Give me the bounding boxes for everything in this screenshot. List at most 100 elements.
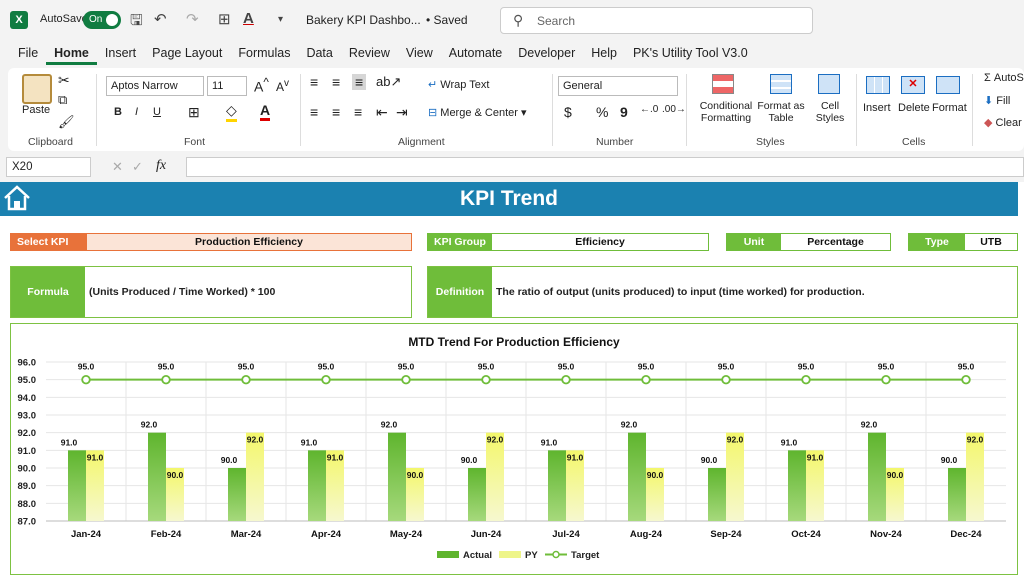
insert-cells-icon[interactable]	[866, 76, 890, 94]
border-icon[interactable]: ⊞	[188, 104, 200, 120]
y-tick-label: 93.0	[18, 411, 37, 422]
menu-file[interactable]: File	[18, 46, 39, 60]
undo-icon[interactable]: ↶	[154, 11, 167, 28]
insert-button[interactable]: Insert	[863, 102, 891, 114]
format-as-table-icon[interactable]	[770, 74, 792, 94]
search-input[interactable]: ⚲ Search	[500, 7, 813, 34]
menu-insert[interactable]: Insert	[104, 46, 137, 60]
menu-view[interactable]: View	[405, 46, 433, 60]
insert-function-icon[interactable]: fx	[156, 158, 167, 173]
decrease-decimal-icon[interactable]: .00→	[662, 104, 686, 115]
target-point	[481, 374, 491, 385]
y-tick-label: 89.0	[18, 481, 37, 492]
save-icon[interactable]: 🖫	[130, 12, 143, 29]
font-name-select[interactable]: Aptos Narrow	[106, 76, 204, 96]
merge-center-button[interactable]: ⊟ Merge & Center ▾	[428, 107, 527, 119]
menu-page-layout[interactable]: Page Layout	[152, 46, 223, 60]
bold-icon[interactable]: B	[114, 106, 122, 118]
target-point	[241, 374, 251, 385]
data-label-actual: 91.0	[781, 437, 798, 447]
underline-icon[interactable]: U	[153, 106, 161, 118]
paste-button[interactable]: Paste	[22, 104, 51, 116]
menu-pk-s-utility-tool-v3-0[interactable]: PK's Utility Tool V3.0	[632, 46, 748, 60]
increase-font-icon[interactable]: A^	[254, 76, 269, 95]
menu-data[interactable]: Data	[306, 46, 333, 60]
enter-icon[interactable]: ✓	[132, 159, 143, 174]
formula-input[interactable]	[186, 157, 1024, 177]
format-as-table-button[interactable]: Format as Table	[757, 100, 805, 124]
menu-review[interactable]: Review	[348, 46, 390, 60]
borders-icon[interactable]: ⊞	[218, 11, 231, 28]
customize-qat-icon[interactable]: ▾	[278, 14, 284, 25]
format-button[interactable]: Format	[932, 102, 967, 114]
formula-value: (Units Produced / Time Worked) * 100	[89, 286, 276, 298]
number-format-select[interactable]: General	[558, 76, 678, 96]
currency-icon[interactable]: $	[564, 104, 572, 120]
orientation-icon[interactable]: ab↗	[376, 74, 402, 89]
conditional-formatting-icon[interactable]	[712, 74, 734, 94]
align-left-icon[interactable]: ≡	[310, 104, 319, 120]
delete-cells-icon[interactable]: ✕	[901, 76, 925, 94]
home-icon[interactable]	[3, 185, 31, 211]
cell-styles-button[interactable]: Cell Styles	[815, 100, 845, 124]
menu-bar: File Home Insert Page Layout Formulas Data Rev…	[0, 43, 1024, 65]
decrease-font-icon[interactable]: Av	[276, 78, 290, 94]
align-bottom-icon[interactable]: ≡	[352, 74, 367, 90]
italic-icon[interactable]: I	[135, 106, 139, 118]
copy-icon[interactable]: ⧉	[58, 92, 68, 107]
autosave-toggle[interactable]: On	[83, 11, 121, 29]
select-kpi-dropdown[interactable]: Production Efficiency	[87, 234, 411, 250]
menu-automate[interactable]: Automate	[448, 46, 503, 60]
bar-actual	[628, 432, 646, 521]
data-label-actual: 92.0	[141, 420, 158, 430]
file-name[interactable]: Bakery KPI Dashbo...	[306, 13, 421, 27]
increase-decimal-icon[interactable]: ←.0	[640, 104, 659, 115]
wrap-text-button[interactable]: ↵ Wrap Text	[428, 78, 489, 91]
data-label-py: 92.0	[247, 435, 264, 445]
autosum-button[interactable]: Σ AutoS	[984, 72, 1024, 84]
align-center-icon[interactable]: ≡	[332, 104, 341, 120]
percent-icon[interactable]: %	[596, 104, 609, 120]
comma-icon[interactable]: 9	[620, 104, 628, 120]
decrease-indent-icon[interactable]: ⇤	[376, 104, 388, 120]
data-label-target: 95.0	[878, 362, 895, 372]
save-status[interactable]: • Saved	[426, 13, 468, 27]
bar-py	[246, 432, 264, 521]
align-middle-icon[interactable]: ≡	[332, 74, 341, 90]
name-box[interactable]: X20	[6, 157, 91, 177]
unit-row: Unit Percentage	[726, 233, 891, 251]
increase-indent-icon[interactable]: ⇥	[396, 104, 408, 120]
redo-icon[interactable]: ↷	[186, 11, 199, 28]
legend-marker-target	[552, 550, 560, 559]
menu-developer[interactable]: Developer	[518, 46, 576, 60]
menu-formulas[interactable]: Formulas	[238, 46, 291, 60]
format-painter-icon[interactable]: 🖌	[58, 114, 75, 129]
font-size-select[interactable]: 11	[207, 76, 247, 96]
x-tick-label: Jan-24	[71, 529, 102, 540]
menu-home[interactable]: Home	[46, 43, 97, 65]
align-right-icon[interactable]: ≡	[354, 104, 363, 120]
menu-help[interactable]: Help	[591, 46, 617, 60]
fill-color-icon[interactable]: ◇	[226, 102, 237, 122]
font-color-icon[interactable]: A	[243, 10, 254, 27]
font-color-button-icon[interactable]: A	[260, 102, 271, 121]
x-tick-label: Dec-24	[950, 529, 982, 540]
ribbon: Paste ✂ ⧉ 🖌 Clipboard Aptos Narrow 11 A^…	[8, 68, 1024, 151]
conditional-formatting-button[interactable]: Conditional Formatting	[699, 100, 753, 124]
y-tick-label: 94.0	[18, 393, 37, 404]
dashboard-banner: KPI Trend	[0, 182, 1018, 216]
cell-styles-icon[interactable]	[818, 74, 840, 94]
paste-icon[interactable]	[22, 74, 52, 104]
align-top-icon[interactable]: ≡	[310, 74, 319, 90]
format-cells-icon[interactable]	[936, 76, 960, 94]
bar-actual	[868, 432, 886, 521]
x-tick-label: Mar-24	[231, 529, 262, 540]
data-label-py: 91.0	[567, 452, 584, 462]
bar-py	[326, 450, 344, 521]
clear-button[interactable]: ◆ Clear	[984, 116, 1022, 129]
cancel-icon[interactable]: ✕	[112, 159, 123, 174]
cut-icon[interactable]: ✂	[58, 72, 70, 88]
formula-box: Formula (Units Produced / Time Worked) *…	[10, 266, 412, 318]
delete-button[interactable]: Delete	[898, 102, 930, 114]
fill-button[interactable]: ⬇ Fill	[984, 94, 1010, 107]
